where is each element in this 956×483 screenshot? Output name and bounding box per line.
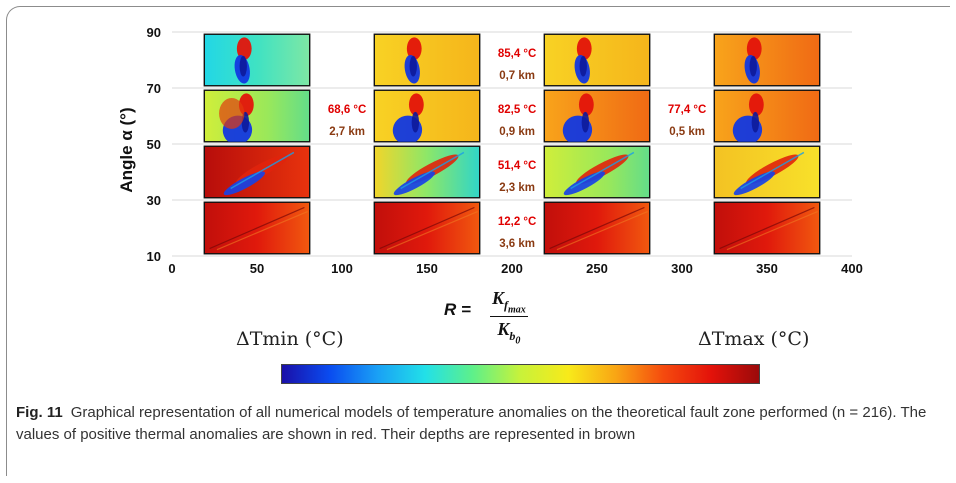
model-panel xyxy=(713,145,821,199)
model-panel xyxy=(713,33,821,87)
x-tick-label: 250 xyxy=(586,261,608,276)
figure-frame xyxy=(6,6,950,476)
model-panel xyxy=(543,33,651,87)
anomaly-depth: 3,6 km xyxy=(499,238,535,250)
x-tick-label: 400 xyxy=(841,261,863,276)
anomaly-temperature: 51,4 °C xyxy=(498,160,536,172)
y-tick-label: 70 xyxy=(147,81,161,96)
model-panel xyxy=(373,89,481,143)
model-panel xyxy=(203,201,311,255)
model-panels xyxy=(203,33,821,255)
model-panel xyxy=(713,89,821,143)
y-tick-label: 10 xyxy=(147,249,161,264)
model-panel xyxy=(543,89,651,143)
colorbar-max-label: ΔTmax (°C) xyxy=(698,328,810,350)
formula-fraction: Kfmax Kb0 xyxy=(490,288,528,346)
model-panel xyxy=(713,201,821,255)
gridlines xyxy=(172,31,852,257)
model-panel xyxy=(203,145,311,199)
y-axis-ticks: 10 30 50 70 90 xyxy=(147,25,161,264)
model-panel xyxy=(373,145,481,199)
x-tick-label: 300 xyxy=(671,261,693,276)
anomaly-temperature: 77,4 °C xyxy=(668,104,706,116)
model-panel xyxy=(543,145,651,199)
colorbar xyxy=(281,364,760,384)
y-tick-label: 50 xyxy=(147,137,161,152)
x-tick-label: 150 xyxy=(416,261,438,276)
y-tick-label: 30 xyxy=(147,193,161,208)
figure-caption: Fig. 11 Graphical representation of all n… xyxy=(16,402,936,446)
x-tick-label: 350 xyxy=(756,261,778,276)
model-grid-chart: 0 50 100 150 200 250 300 350 400 10 30 50 70 90 85,4… xyxy=(117,25,863,276)
caption-label: Fig. 11 xyxy=(16,404,63,421)
x-axis-ticks: 0 50 100 150 200 250 300 350 400 xyxy=(168,261,862,276)
model-panel xyxy=(373,201,481,255)
x-tick-label: 0 xyxy=(168,261,175,276)
model-panel xyxy=(203,89,311,143)
anomaly-depth: 0,7 km xyxy=(499,70,535,82)
model-panel xyxy=(203,33,311,87)
anomaly-depth: 2,3 km xyxy=(499,182,535,194)
anomaly-temperature: 82,5 °C xyxy=(498,104,536,116)
x-tick-label: 50 xyxy=(250,261,264,276)
x-tick-label: 200 xyxy=(501,261,523,276)
formula-lhs: R = xyxy=(444,300,471,319)
y-tick-label: 90 xyxy=(147,25,161,40)
anomaly-depth: 2,7 km xyxy=(329,126,365,138)
formula-denominator: Kb0 xyxy=(497,318,521,346)
anomaly-depth: 0,9 km xyxy=(499,126,535,138)
anomaly-temperature: 68,6 °C xyxy=(328,104,366,116)
y-axis-label: Angle α (°) xyxy=(117,107,136,192)
caption-text: Graphical representation of all numerica… xyxy=(16,404,927,443)
anomaly-temperature: 12,2 °C xyxy=(498,216,536,228)
anomaly-temperature: 85,4 °C xyxy=(498,48,536,60)
x-tick-label: 100 xyxy=(331,261,353,276)
formula-numerator: Kfmax xyxy=(490,288,528,317)
model-panel xyxy=(543,201,651,255)
model-panel xyxy=(373,33,481,87)
anomaly-depth: 0,5 km xyxy=(669,126,705,138)
anomaly-annotations: 85,4 °C 0,7 km 68,6 °C 2,7 km 82,5 °C 0,9 km 7… xyxy=(328,48,706,250)
colorbar-min-label: ΔTmin (°C) xyxy=(236,328,344,350)
